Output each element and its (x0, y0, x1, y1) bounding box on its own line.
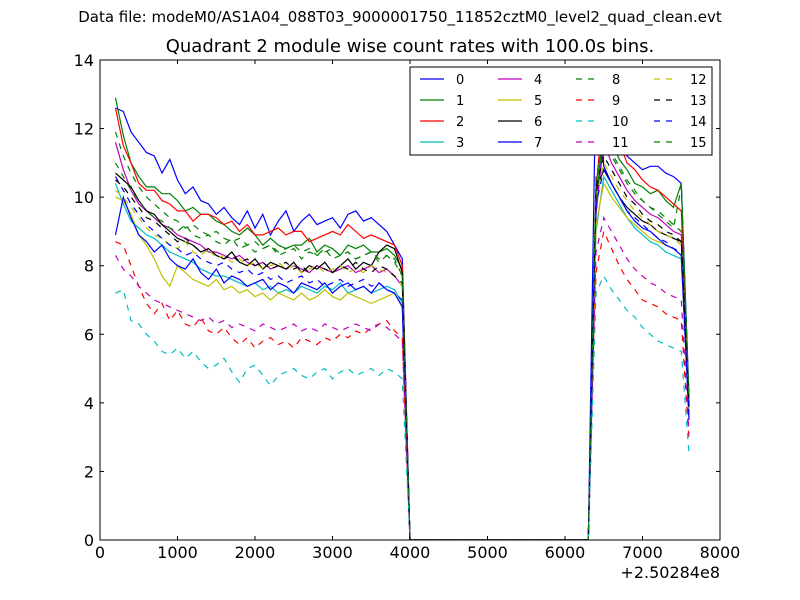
x-tick-label: 5000 (467, 543, 508, 562)
legend-label-14: 14 (690, 115, 707, 130)
x-tick-label: 2000 (235, 543, 276, 562)
chart-title: Quadrant 2 module wise count rates with … (165, 36, 655, 57)
x-tick-label: 0 (95, 543, 105, 562)
series-line-15 (114, 131, 690, 540)
x-tick-label: 4000 (390, 543, 431, 562)
series-line-14 (114, 168, 690, 540)
legend-label-1: 1 (456, 94, 464, 109)
series-line-10 (115, 274, 690, 540)
legend-label-13: 13 (690, 94, 707, 109)
legend-label-5: 5 (534, 94, 542, 109)
x-tick-label: 8000 (700, 543, 741, 562)
figure-suptitle: Data file: modeM0/AS1A04_088T03_90000017… (78, 8, 722, 26)
legend-label-3: 3 (456, 136, 464, 151)
y-tick-label: 10 (74, 188, 94, 207)
axis-ticks: 0 1000 2000 3000 4000 5000 6000 7000 80000246810… (74, 51, 741, 562)
series-line-9 (115, 229, 690, 540)
legend-label-6: 6 (534, 115, 542, 130)
x-tick-label: 1000 (157, 543, 198, 562)
y-tick-label: 12 (74, 120, 94, 139)
legend-label-4: 4 (534, 73, 542, 88)
legend-label-11: 11 (612, 136, 629, 151)
x-tick-label: 6000 (545, 543, 586, 562)
y-tick-label: 14 (74, 51, 94, 70)
legend-label-12: 12 (690, 73, 707, 88)
y-tick-label: 2 (84, 462, 94, 481)
legend-label-8: 8 (612, 73, 620, 88)
plot-area (114, 66, 690, 540)
legend-label-15: 15 (690, 136, 707, 151)
legend-box (409, 66, 713, 156)
x-axis-offset-label: +2.50284e8 (620, 563, 720, 582)
y-tick-label: 8 (84, 257, 94, 276)
series-line-13 (115, 154, 690, 540)
legend-label-9: 9 (612, 94, 620, 109)
series-line-6 (115, 168, 690, 540)
y-tick-label: 6 (84, 325, 94, 344)
x-tick-label: 3000 (312, 543, 353, 562)
x-tick-label: 7000 (622, 543, 663, 562)
legend-label-7: 7 (534, 136, 542, 151)
legend-label-0: 0 (456, 73, 464, 88)
series-line-11 (114, 216, 690, 540)
y-tick-label: 4 (84, 394, 94, 413)
series-line-8 (114, 129, 690, 540)
y-tick-label: 0 (84, 531, 94, 550)
series-line-3 (114, 174, 690, 540)
legend-label-10: 10 (612, 115, 629, 130)
legend-label-2: 2 (456, 115, 464, 130)
